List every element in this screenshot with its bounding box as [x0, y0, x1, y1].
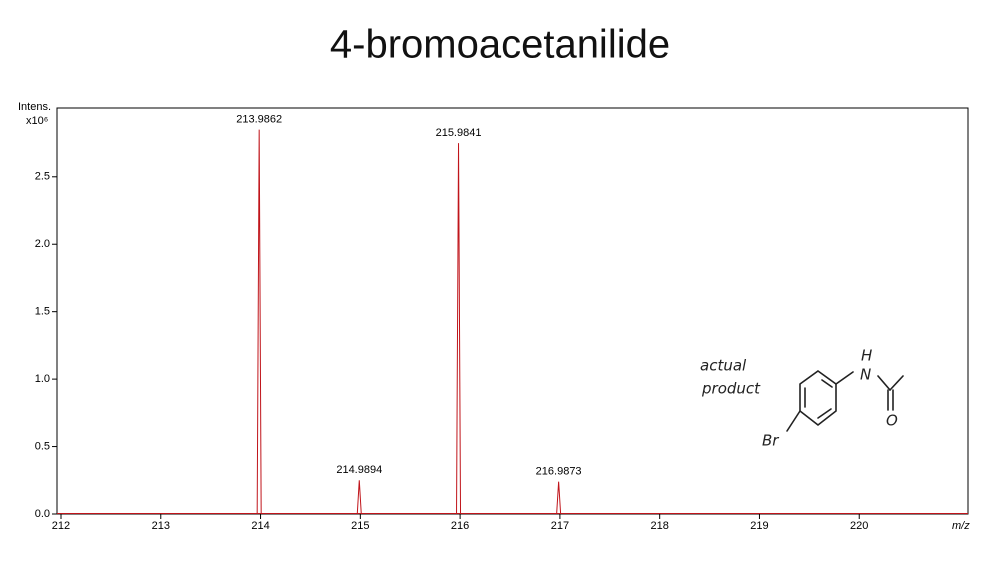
bond: [877, 375, 891, 391]
bond: [821, 379, 833, 388]
x-tick-label: 215: [351, 520, 369, 532]
x-tick-label: 218: [650, 520, 668, 532]
plot-frame: [56, 107, 969, 515]
annotation-line: actual: [700, 357, 747, 375]
structure: [786, 370, 904, 432]
y-tick-label: 2.5: [35, 171, 50, 183]
x-tick-label: 220: [850, 520, 868, 532]
peak: [356, 480, 362, 515]
y-scale-label: x10⁶: [26, 115, 48, 127]
x-tick-label: 217: [551, 520, 569, 532]
peak-label: 214.9894: [336, 464, 382, 476]
atom-label: H: [861, 347, 872, 365]
atom-label: O: [886, 412, 898, 430]
peak-label: 216.9873: [536, 466, 582, 478]
peak: [456, 143, 462, 515]
peak-label: 215.9841: [436, 127, 482, 139]
y-tick-label: 0.0: [35, 508, 50, 520]
y-axis-label: Intens.: [18, 101, 51, 113]
y-tick-label: 1.5: [35, 306, 50, 318]
atom-label: Br: [762, 432, 779, 450]
atom-label: N: [860, 366, 871, 384]
bond: [889, 375, 904, 391]
y-tick-label: 2.0: [35, 238, 50, 250]
x-tick-label: 214: [251, 520, 269, 532]
bond: [817, 408, 832, 419]
y-tick-label: 1.0: [35, 373, 50, 385]
x-tick-label: 213: [152, 520, 170, 532]
peak: [556, 481, 562, 515]
x-tick-label: 212: [52, 520, 70, 532]
annotation-line: product: [701, 380, 761, 398]
x-tick-label: 219: [750, 520, 768, 532]
chart-title: 4-bromoacetanilide: [330, 23, 670, 67]
bond: [786, 410, 801, 432]
x-axis-label: m/z: [952, 520, 970, 532]
y-tick-label: 0.5: [35, 440, 50, 452]
peak-label: 213.9862: [236, 113, 282, 125]
bond: [835, 371, 854, 385]
x-tick-label: 216: [451, 520, 469, 532]
peak: [256, 129, 262, 515]
